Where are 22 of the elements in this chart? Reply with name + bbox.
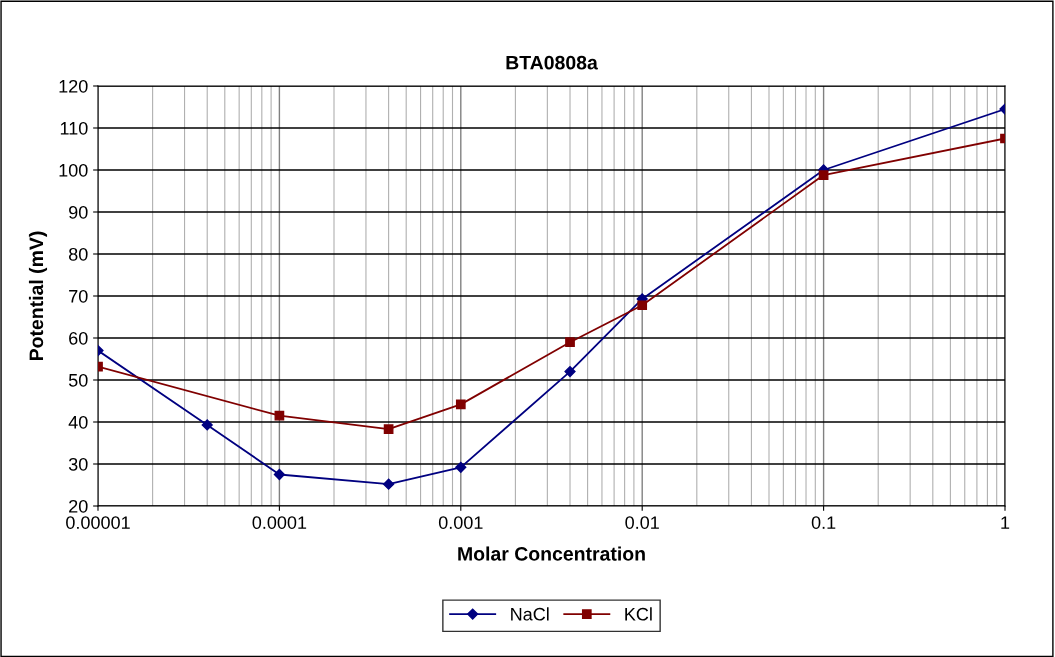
- x-tick-label: 0.00001: [66, 516, 130, 529]
- y-tick-label: 120: [59, 79, 88, 93]
- legend-label: KCl: [625, 607, 652, 621]
- x-axis-title: Molar Concentration: [458, 546, 645, 561]
- y-tick-label: 80: [68, 247, 88, 261]
- y-tick-label: 30: [68, 457, 88, 471]
- legend-label: NaCl: [511, 607, 549, 621]
- y-tick-label: 60: [69, 331, 88, 345]
- y-tick-label: 40: [68, 415, 88, 429]
- y-tick-label: 20: [69, 499, 88, 513]
- x-tick-label: 0.001: [438, 516, 483, 529]
- y-tick-label: 90: [69, 205, 88, 219]
- y-tick-label: 70: [69, 289, 88, 303]
- x-tick-label: 0.1: [811, 516, 836, 529]
- y-tick-label: 50: [68, 373, 88, 387]
- x-tick-label: 1: [1001, 516, 1010, 529]
- x-tick-label: 0.01: [625, 516, 659, 529]
- chart-title: BTA0808a: [506, 55, 598, 70]
- y-tick-label: 110: [60, 121, 88, 135]
- y-tick-label: 100: [59, 163, 88, 177]
- x-tick-label: 0.0001: [252, 516, 307, 529]
- y-axis-title: Potential (mV): [28, 231, 48, 361]
